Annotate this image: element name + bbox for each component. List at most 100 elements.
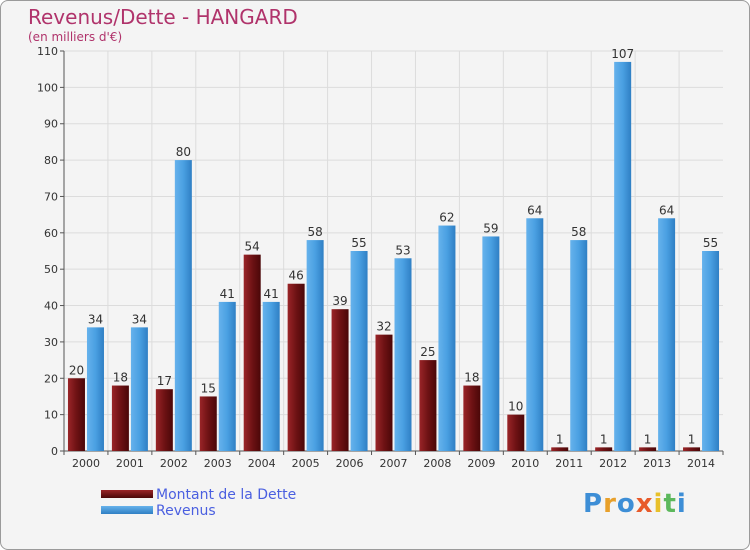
bar-revenue: [482, 236, 500, 451]
bar-debt: [419, 360, 437, 451]
x-tick-label: 2008: [423, 457, 451, 470]
bar-revenue: [350, 251, 368, 451]
y-tick-label: 20: [44, 372, 58, 385]
bar-revenue: [394, 258, 412, 451]
data-label-debt: 54: [245, 240, 260, 254]
data-label-revenue: 34: [132, 312, 147, 326]
bar-debt: [199, 396, 217, 451]
x-tick-label: 2006: [336, 457, 364, 470]
legend-swatch-revenue: [101, 506, 153, 514]
data-label-revenue: 34: [88, 312, 103, 326]
bar-revenue: [438, 225, 456, 451]
data-label-revenue: 62: [439, 211, 454, 225]
bar-revenue: [262, 301, 280, 451]
data-label-debt: 20: [69, 363, 84, 377]
y-tick-label: 50: [44, 263, 58, 276]
bar-debt: [639, 447, 657, 451]
data-label-revenue: 58: [571, 225, 586, 239]
data-label-debt: 1: [600, 432, 608, 446]
bar-revenue: [130, 327, 148, 451]
x-tick-label: 2011: [555, 457, 583, 470]
data-label-debt: 15: [201, 381, 216, 395]
data-label-debt: 1: [556, 432, 564, 446]
data-label-revenue: 53: [395, 243, 410, 257]
logo-letter: r: [603, 489, 617, 519]
logo-letter: t: [663, 489, 677, 519]
bar-debt: [507, 414, 525, 451]
bar-revenue: [526, 218, 544, 451]
y-tick-label: 10: [44, 409, 58, 422]
y-tick-label: 0: [51, 445, 58, 458]
data-label-revenue: 41: [220, 287, 235, 301]
y-tick-label: 90: [44, 118, 58, 131]
x-tick-label: 2005: [292, 457, 320, 470]
x-tick-label: 2007: [380, 457, 408, 470]
y-tick-label: 60: [44, 227, 58, 240]
data-label-debt: 1: [644, 432, 652, 446]
proxiti-logo: Proxiti: [583, 489, 687, 519]
data-label-revenue: 55: [703, 236, 718, 250]
data-label-debt: 25: [420, 345, 435, 359]
x-tick-label: 2013: [643, 457, 671, 470]
legend-label-debt: Montant de la Dette: [156, 487, 297, 503]
logo-letter: i: [676, 489, 687, 519]
logo-letter: P: [583, 489, 604, 519]
bar-revenue: [86, 327, 104, 451]
x-tick-label: 2001: [116, 457, 144, 470]
x-tick-label: 2003: [204, 457, 232, 470]
bar-debt: [331, 309, 349, 451]
bar-revenue: [614, 61, 632, 452]
y-tick-label: 70: [44, 190, 58, 203]
data-label-revenue: 55: [351, 236, 366, 250]
bar-debt: [111, 385, 129, 451]
plot-area: [64, 51, 723, 451]
legend-swatch-debt: [101, 490, 153, 498]
bar-revenue: [570, 240, 588, 451]
data-label-debt: 17: [157, 374, 172, 388]
data-label-revenue: 58: [307, 225, 322, 239]
data-label-debt: 18: [464, 371, 479, 385]
data-label-revenue: 80: [176, 145, 191, 159]
logo-letter: i: [653, 489, 664, 519]
bar-debt: [155, 389, 173, 451]
chart-subtitle: (en milliers d'€): [28, 30, 123, 44]
bar-revenue: [306, 240, 324, 451]
chart-title: Revenus/Dette - HANGARD: [28, 5, 298, 29]
data-label-debt: 1: [688, 432, 696, 446]
bar-debt: [375, 334, 393, 451]
data-label-debt: 10: [508, 400, 523, 414]
data-label-revenue: 64: [659, 203, 674, 217]
x-tick-label: 2000: [72, 457, 100, 470]
bar-debt: [287, 283, 305, 451]
data-label-revenue: 59: [483, 221, 498, 235]
x-tick-label: 2012: [599, 457, 627, 470]
bar-debt: [551, 447, 569, 451]
y-tick-label: 100: [37, 81, 58, 94]
bar-revenue: [174, 160, 192, 451]
bar-debt: [595, 447, 613, 451]
data-label-revenue: 107: [611, 47, 634, 61]
data-label-debt: 46: [288, 269, 303, 283]
data-label-revenue: 64: [527, 203, 542, 217]
y-tick-label: 80: [44, 154, 58, 167]
bar-revenue: [218, 301, 236, 451]
x-tick-label: 2002: [160, 457, 188, 470]
bar-debt: [67, 378, 85, 451]
data-label-debt: 18: [113, 371, 128, 385]
bar-debt: [463, 385, 481, 451]
y-tick-label: 40: [44, 300, 58, 313]
data-label-debt: 32: [376, 320, 391, 334]
bar-revenue: [658, 218, 676, 451]
logo-letter: o: [616, 489, 636, 519]
x-tick-label: 2004: [248, 457, 276, 470]
data-label-revenue: 41: [264, 287, 279, 301]
logo-letter: x: [635, 489, 654, 519]
y-tick-label: 110: [37, 45, 58, 58]
bar-debt: [683, 447, 701, 451]
x-tick-label: 2014: [687, 457, 715, 470]
bar-revenue: [702, 251, 720, 451]
y-tick-label: 30: [44, 336, 58, 349]
x-tick-label: 2010: [511, 457, 539, 470]
data-label-debt: 39: [332, 294, 347, 308]
